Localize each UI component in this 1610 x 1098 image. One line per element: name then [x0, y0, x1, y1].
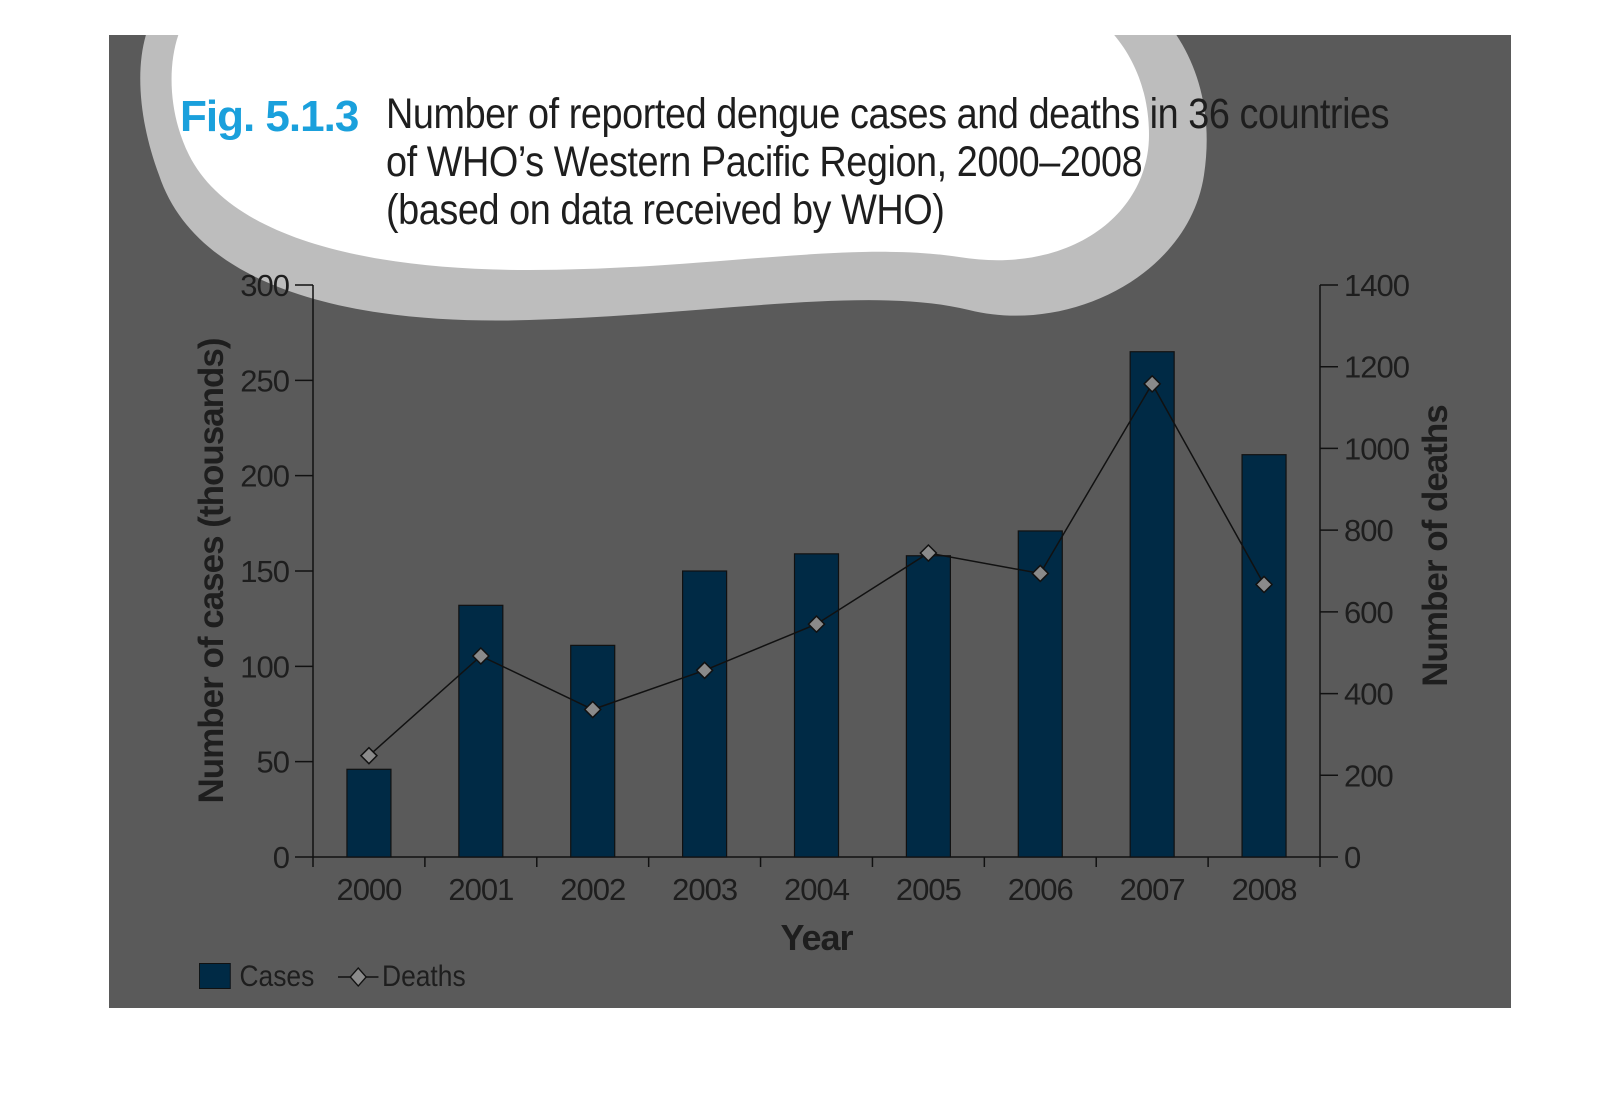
title-line-1: Number of reported dengue cases and deat… — [386, 90, 1390, 138]
figure-label: Fig. 5.1.3 — [180, 92, 359, 141]
y-axis-title-right: Number of deaths — [1416, 405, 1455, 687]
deaths-marker — [583, 700, 602, 719]
x-tick-label: 2003 — [672, 872, 737, 907]
y-tick-label-right: 1200 — [1344, 350, 1410, 385]
y-tick-label-right: 1400 — [1344, 268, 1410, 303]
deaths-line — [359, 374, 1274, 765]
deaths-marker — [1031, 564, 1050, 583]
y-tick-label-right: 800 — [1344, 513, 1393, 548]
y-tick-label-left: 300 — [240, 268, 289, 303]
y-tick-label-left: 50 — [257, 745, 290, 780]
bars — [346, 351, 1287, 858]
y-tick-label-left: 0 — [273, 840, 290, 875]
legend-swatch-cases — [199, 963, 231, 989]
x-tick-label: 2001 — [448, 872, 513, 907]
legend-swatch-deaths — [338, 966, 379, 988]
y-tick-label-right: 200 — [1344, 758, 1393, 793]
x-tick-label: 2006 — [1008, 872, 1073, 907]
cloud — [171, 35, 1149, 270]
y-tick-label-right: 0 — [1344, 840, 1361, 875]
bar-cases — [682, 570, 728, 858]
deaths-marker — [1254, 575, 1274, 594]
deaths-marker — [807, 615, 826, 634]
y-axis-title-left: Number of cases (thousands) — [192, 338, 231, 803]
bar-cases — [793, 553, 840, 858]
chart-panel: 0 50 100 150 200 250 300 0 200 400 600 800 1000 1200 1… — [109, 35, 1511, 1008]
bar-cases — [458, 604, 504, 858]
x-tick-label: 2000 — [336, 872, 402, 907]
x-tick-label: 2004 — [784, 872, 850, 907]
y-tick-label-right: 400 — [1344, 677, 1393, 712]
y-tick-label-right: 600 — [1344, 595, 1393, 630]
bar-cases — [1241, 454, 1287, 858]
legend-cases: Cases — [199, 960, 314, 994]
deaths-marker — [359, 746, 379, 765]
deaths-marker — [695, 661, 714, 680]
y-tick-label-right: 1000 — [1344, 431, 1410, 466]
bar-cases — [570, 644, 616, 858]
x-tick-label: 2008 — [1232, 872, 1297, 907]
x-tick-label: 2007 — [1120, 872, 1185, 907]
y-tick-label-left: 250 — [240, 363, 289, 398]
x-tick-label: 2005 — [896, 872, 961, 907]
legend-label-deaths: Deaths — [382, 960, 466, 993]
deaths-marker — [471, 646, 490, 666]
title-line-2: of WHO’s Western Pacific Region, 2000–20… — [386, 138, 1143, 186]
bar-cases — [346, 768, 392, 858]
bar-cases — [1129, 351, 1175, 858]
y-tick-label-left: 100 — [240, 649, 289, 684]
x-tick-label: 2002 — [560, 872, 625, 907]
bar-cases — [905, 555, 951, 858]
deaths-marker — [1143, 374, 1162, 393]
legend-deaths: Deaths — [338, 960, 466, 994]
axis-labels: 0 50 100 150 200 250 300 0 200 400 600 800 1000 1200 1… — [192, 268, 1455, 958]
bar-cases — [1017, 530, 1063, 858]
chart-svg: 0 50 100 150 200 250 300 0 200 400 600 800 1000 1200 1… — [140, 35, 1455, 958]
y-tick-label-left: 200 — [240, 459, 289, 494]
x-axis-title: Year — [780, 917, 853, 958]
y-tick-label-left: 150 — [240, 554, 289, 589]
title-line-3: (based on data received by WHO) — [386, 186, 945, 234]
deaths-marker — [919, 543, 938, 563]
legend-label-cases: Cases — [239, 960, 315, 993]
